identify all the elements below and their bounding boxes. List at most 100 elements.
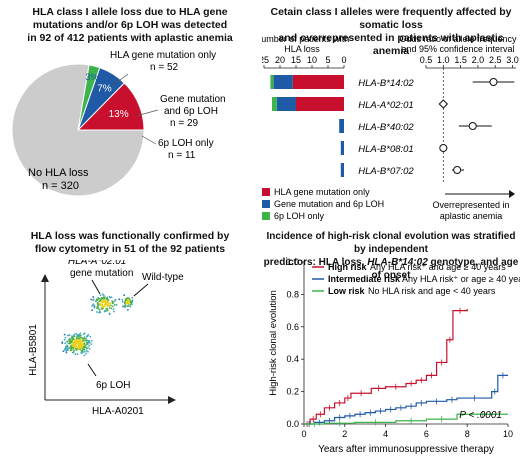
bar-segment	[296, 97, 344, 111]
flow-y-label: HLA-B5801	[28, 324, 39, 376]
flow-event-dot	[88, 344, 91, 347]
flow-panel-title: HLA loss was functionally confirmed by f…	[0, 230, 260, 256]
flow-event-dot	[95, 299, 98, 302]
km-y-tick-label: 0.6	[286, 322, 299, 332]
flow-event-dot	[83, 350, 86, 353]
km-legend-desc: No HLA risk and age < 40 years	[368, 286, 496, 296]
flow-event-dot	[102, 294, 105, 297]
flow-event-dot	[73, 349, 76, 352]
flow-event-dot	[106, 300, 109, 303]
forest-estimate-marker	[439, 144, 448, 152]
km-pvalue: P < .0001	[459, 410, 502, 421]
flow-event-dot	[112, 302, 115, 304]
flow-event-dot	[93, 306, 96, 309]
flow-event-dot	[129, 300, 132, 303]
flow-event-dot	[127, 301, 130, 304]
flow-event-dot	[97, 306, 99, 309]
flow-event-dot	[108, 295, 111, 298]
pie-leader-line	[141, 135, 157, 145]
flow-event-dot	[75, 341, 78, 344]
flow-event-dot	[76, 339, 79, 342]
flow-event-dot	[112, 308, 115, 311]
flow-event-dot	[97, 297, 99, 300]
overrep-label: Overrepresented in	[432, 200, 509, 210]
flow-event-dot	[82, 346, 85, 349]
forest-x-tick-label: 0.5	[420, 55, 433, 65]
pie-label-gene-loh: Gene mutation	[160, 94, 226, 105]
km-legend-name: High risk	[328, 262, 368, 272]
flow-event-dot	[130, 302, 133, 305]
flow-event-dot	[73, 335, 76, 338]
km-y-tick-label: 0.4	[286, 354, 299, 364]
bar-category-label: HLA-A*02:01	[358, 100, 413, 111]
flow-event-dot	[72, 337, 75, 340]
forest-x-tick-label: 1.0	[437, 55, 450, 65]
flow-event-dot	[81, 351, 84, 354]
flow-event-dot	[89, 335, 92, 338]
flow-event-dot	[83, 348, 86, 351]
flow-x-arrow	[168, 396, 176, 404]
bar-legend-swatch	[262, 188, 270, 196]
km-x-tick-label: 10	[503, 429, 513, 439]
flow-arrow	[91, 279, 101, 295]
flow-event-dot	[101, 306, 104, 309]
km-title-part: genotype, and age of onset	[371, 257, 519, 281]
flow-event-dot	[118, 298, 121, 301]
flow-event-dot	[78, 333, 80, 336]
flow-allele-label: HLA-A*02:01	[68, 260, 126, 267]
flow-event-dot	[127, 304, 130, 307]
km-title-line: Incidence of high-risk clonal evolution …	[266, 231, 516, 255]
flow-event-dot	[77, 343, 80, 346]
flow-event-dot	[82, 333, 85, 336]
flow-event-dot	[126, 309, 129, 311]
bar-legend-label: 6p LOH only	[274, 211, 325, 221]
flow-event-dot	[84, 345, 87, 348]
flow-arrow	[87, 363, 97, 377]
bar-legend-label: Gene mutation and 6p LOH	[274, 199, 384, 209]
flow-event-dot	[92, 303, 95, 306]
flow-event-dot	[77, 334, 79, 337]
bar-category-label: HLA-B*14:02	[358, 78, 414, 89]
flow-event-dot	[98, 298, 101, 300]
flow-event-dot	[70, 348, 73, 351]
forest-x-tick-label: 3.0	[506, 55, 519, 65]
flow-event-dot	[90, 343, 93, 346]
flow-event-dot	[79, 332, 82, 335]
flow-event-dot	[64, 342, 67, 345]
flow-event-dot	[72, 351, 75, 353]
km-legend-name: Intermediate risk	[328, 274, 401, 284]
flow-event-dot	[98, 300, 101, 303]
flow-event-dot	[74, 344, 77, 347]
flow-event-dot	[103, 310, 106, 313]
flow-event-dot	[69, 341, 72, 344]
km-title-line: predictors: HLA loss, HLA-B*14:02 genoty…	[262, 256, 520, 282]
flow-event-dot	[72, 341, 75, 344]
km-y-tick-label: 0.2	[286, 387, 299, 397]
overrep-arrow-head	[509, 190, 516, 198]
pie-label-gene-only-n: n = 52	[150, 62, 179, 73]
flow-event-dot	[84, 339, 87, 342]
km-panel-title: Incidence of high-risk clonal evolution …	[262, 230, 520, 282]
flow-event-dot	[90, 298, 92, 301]
flow-event-dot	[108, 307, 111, 309]
flow-event-dot	[83, 354, 86, 357]
flow-event-dot	[66, 344, 68, 347]
forest-x-tick-label: 2.5	[489, 55, 502, 65]
flow-event-dot	[128, 297, 131, 300]
flow-event-dot	[105, 297, 108, 300]
flow-event-dot	[75, 349, 78, 351]
flow-event-dot	[88, 341, 91, 344]
flow-event-dot	[100, 303, 103, 306]
flow-loh-label: 6p LOH	[96, 380, 130, 391]
flow-event-dot	[125, 301, 128, 304]
flow-event-dot	[66, 340, 69, 343]
bar-x-tick-label: 5	[325, 55, 330, 65]
cumulative-incidence-chart: 0.0 0.2 0.4 0.6 0.8 1.0 0 2 4 6 8 10 Years after imm…	[268, 257, 520, 455]
flow-event-dot	[99, 294, 102, 297]
flow-event-dot	[107, 303, 110, 306]
flow-event-dot	[80, 340, 83, 343]
flow-event-dot	[69, 345, 72, 348]
flow-event-dot	[124, 304, 126, 307]
flow-event-dot	[108, 312, 111, 315]
pie-label-gene-loh: and 6p LOH	[164, 106, 218, 117]
